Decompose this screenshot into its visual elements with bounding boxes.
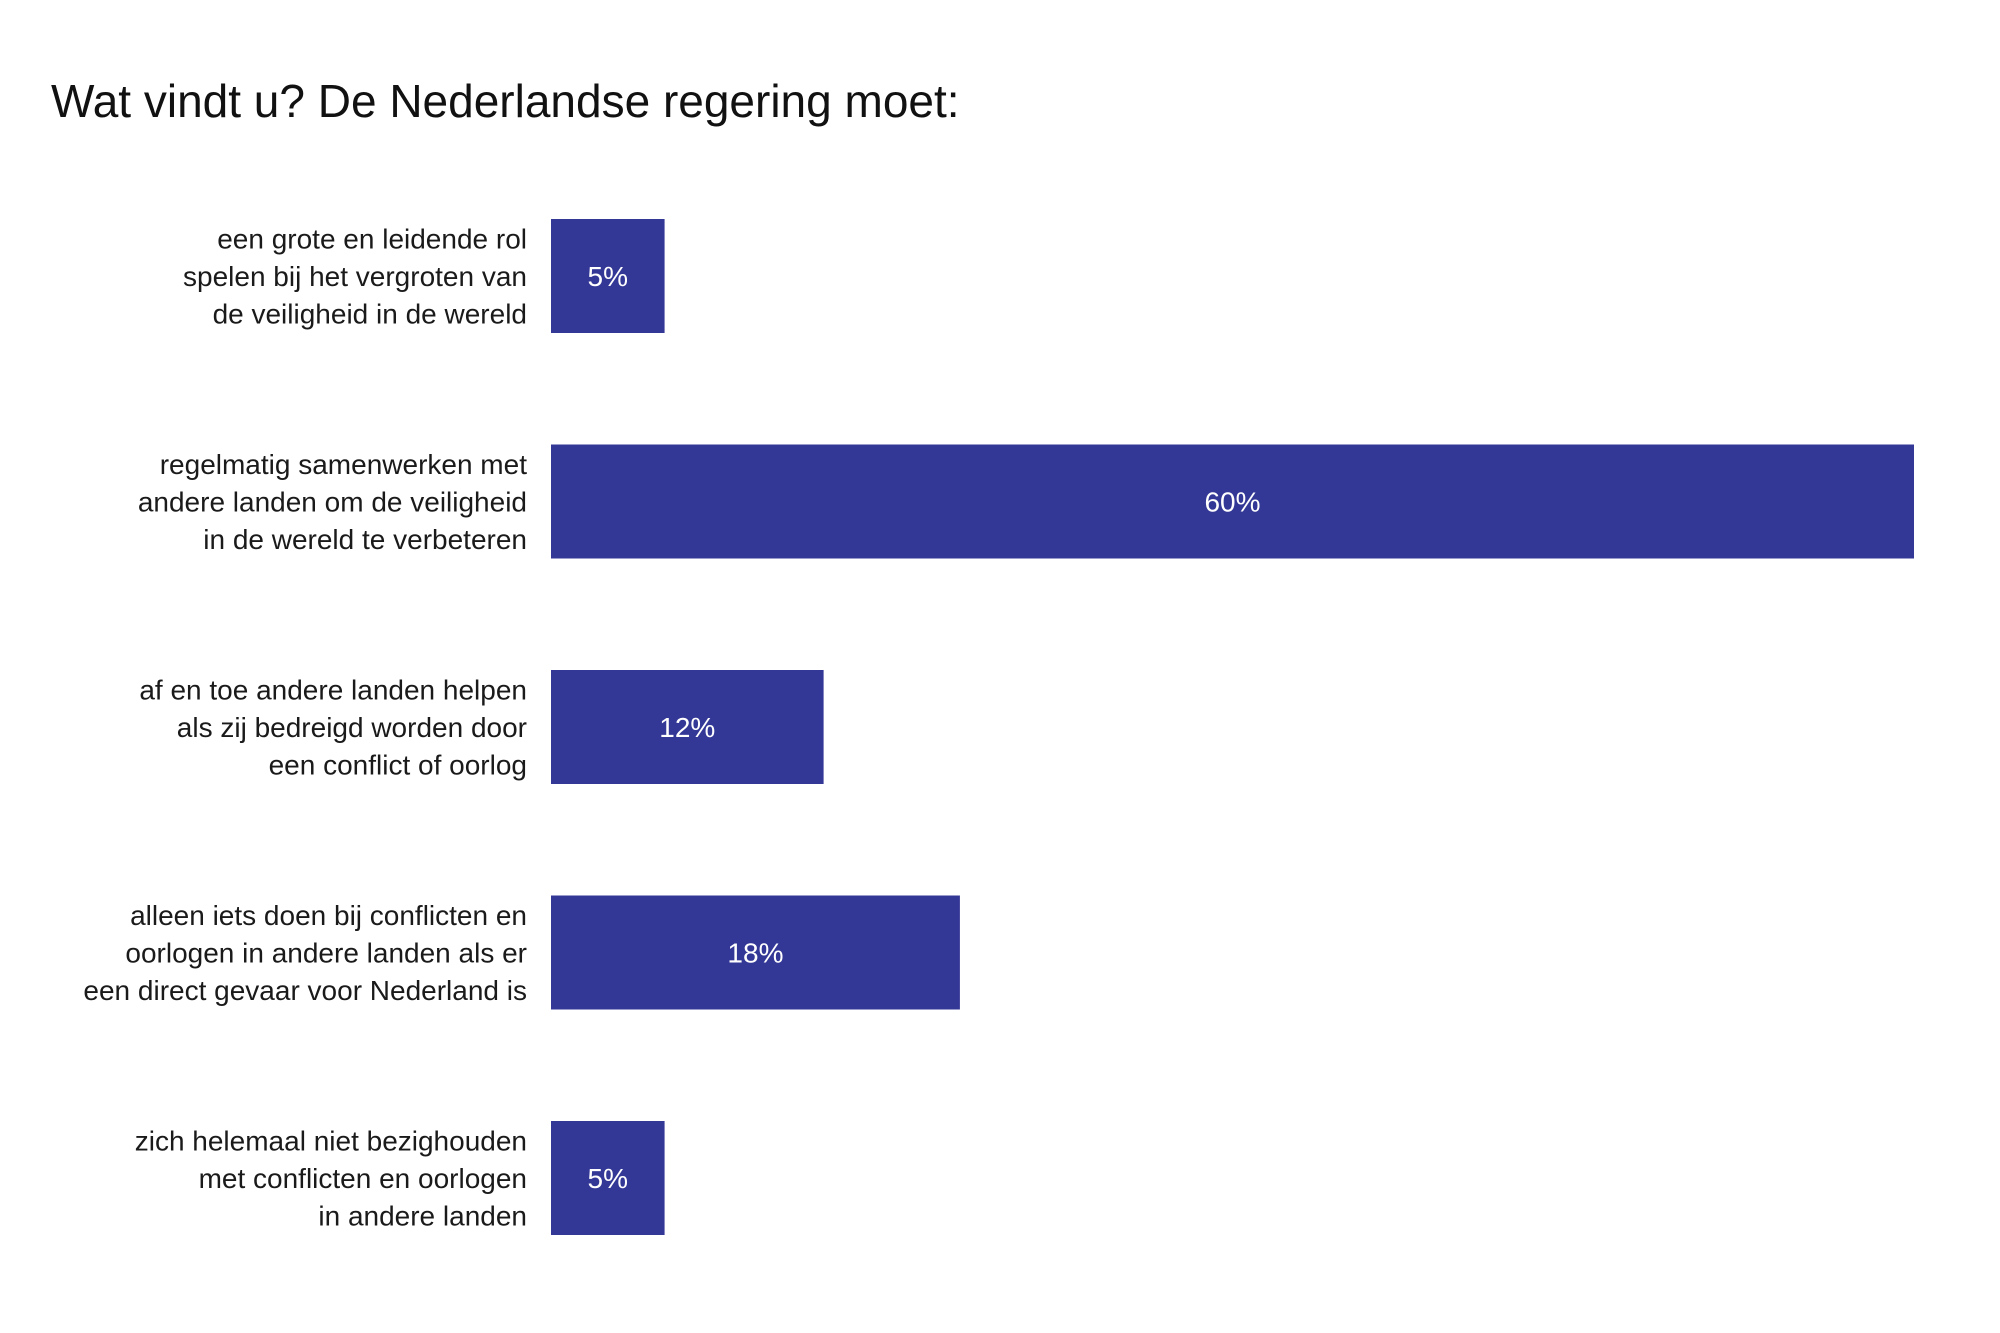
bar	[551, 219, 665, 333]
bar	[551, 444, 1914, 559]
category-label: spelen bij het vergroten van	[183, 261, 527, 292]
category-label: oorlogen in andere landen als er	[125, 938, 527, 969]
category-label: een conflict of oorlog	[269, 750, 527, 781]
category-label: zich helemaal niet bezighouden	[135, 1126, 527, 1157]
category-label: een direct gevaar voor Nederland is	[83, 975, 527, 1006]
bar	[551, 895, 960, 1010]
category-label: alleen iets doen bij conflicten en	[130, 900, 527, 931]
data-label: 60%	[1204, 487, 1260, 518]
category-label: als zij bedreigd worden door	[177, 712, 527, 743]
chart-title: Wat vindt u? De Nederlandse regering moe…	[51, 75, 960, 127]
data-label: 18%	[727, 938, 783, 969]
category-label: in andere landen	[318, 1201, 527, 1232]
category-label: in de wereld te verbeteren	[203, 524, 527, 555]
category-label: met conflicten en oorlogen	[199, 1163, 527, 1194]
bar	[551, 1121, 665, 1235]
category-label: regelmatig samenwerken met	[160, 449, 527, 480]
bar	[551, 670, 824, 784]
data-label: 12%	[659, 712, 715, 743]
category-label: af en toe andere landen helpen	[139, 675, 527, 706]
category-label: de veiligheid in de wereld	[213, 299, 527, 330]
data-label: 5%	[588, 261, 628, 292]
category-label: andere landen om de veiligheid	[138, 487, 527, 518]
category-label: een grote en leidende rol	[217, 224, 527, 255]
data-label: 5%	[588, 1163, 628, 1194]
